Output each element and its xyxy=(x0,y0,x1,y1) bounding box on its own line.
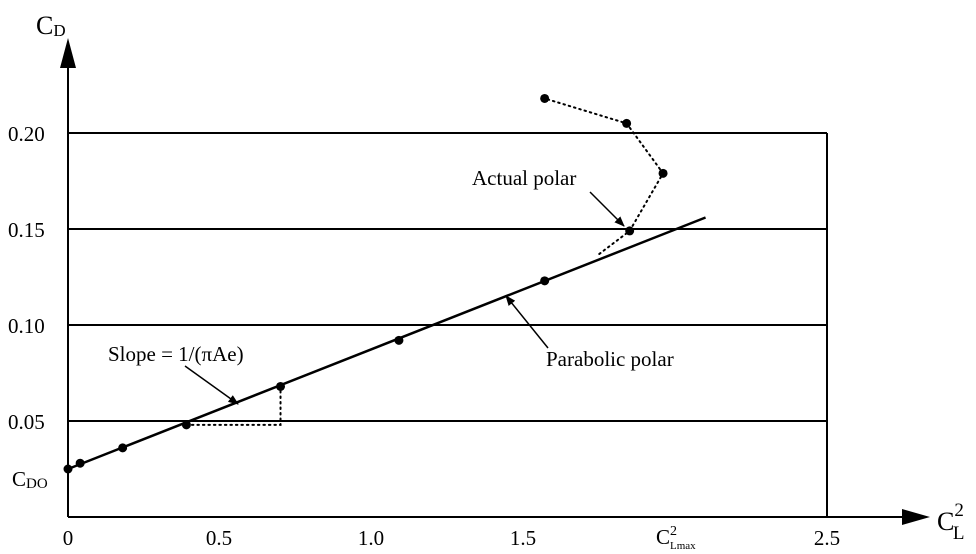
data-point xyxy=(75,458,85,468)
x-tick-label: 0.5 xyxy=(206,526,232,550)
y-axis-title-base: C xyxy=(36,11,53,40)
data-point xyxy=(540,93,550,103)
y-axis-title: CD xyxy=(36,11,66,40)
y-tick-label: 0.10 xyxy=(8,314,45,338)
data-point xyxy=(625,226,635,236)
parabolic-polar-line xyxy=(67,216,707,471)
axes xyxy=(60,38,930,525)
data-point xyxy=(658,168,668,178)
data-point xyxy=(394,335,404,345)
actual-polar-label: Actual polar xyxy=(472,166,576,190)
parabolic-polar-arrow xyxy=(505,295,549,349)
slope-triangle xyxy=(185,385,282,426)
data-point xyxy=(540,276,550,286)
parabolic-polar-label: Parabolic polar xyxy=(546,347,674,371)
points-layer xyxy=(63,93,668,474)
data-point xyxy=(276,381,286,391)
x-axis-arrowhead xyxy=(902,509,930,525)
cdo-base: C xyxy=(12,467,26,491)
y-tick-label: 0.15 xyxy=(8,218,45,242)
slope-label: Slope = 1/(πAe) xyxy=(108,342,244,366)
y-tick-labels: 0.20 0.15 0.10 0.05 CDO xyxy=(8,122,48,492)
data-point xyxy=(181,420,191,430)
x-axis-title-subscript: L xyxy=(953,523,965,544)
x-axis-title-superscript: 2 xyxy=(954,500,964,521)
grid xyxy=(68,132,828,517)
x-axis-title: C2 L xyxy=(937,500,964,544)
clmax-superscript: 2 xyxy=(670,524,677,539)
data-point xyxy=(622,118,632,128)
y-axis-arrowhead xyxy=(60,38,76,68)
cdo-subscript: DO xyxy=(26,476,48,492)
x-tick-label: 2.5 xyxy=(814,526,840,550)
data-point xyxy=(118,443,128,453)
x-tick-label: 1.5 xyxy=(510,526,536,550)
actual-polar-arrow xyxy=(589,191,625,227)
data-point xyxy=(63,464,73,474)
y-tick-label: 0.20 xyxy=(8,122,45,146)
x-tick-labels: 0 0.5 1.0 1.5 2.5 C2 Lmax xyxy=(63,524,840,552)
clmax-subscript: Lmax xyxy=(670,540,696,552)
y-axis-title-subscript: D xyxy=(53,21,65,40)
series-layer xyxy=(67,97,707,471)
clmax-tick-label: C2 Lmax xyxy=(656,524,696,552)
x-tick-label: 1.0 xyxy=(358,526,384,550)
slope-arrow xyxy=(184,365,239,405)
clmax-base: C xyxy=(656,525,670,549)
y-intercept-label: CDO xyxy=(12,467,48,492)
x-axis-title-base: C xyxy=(937,507,954,536)
y-tick-label: 0.05 xyxy=(8,410,45,434)
x-tick-label: 0 xyxy=(63,526,74,550)
annotations: Actual polar Parabolic polar Slope = 1/(… xyxy=(108,166,674,405)
